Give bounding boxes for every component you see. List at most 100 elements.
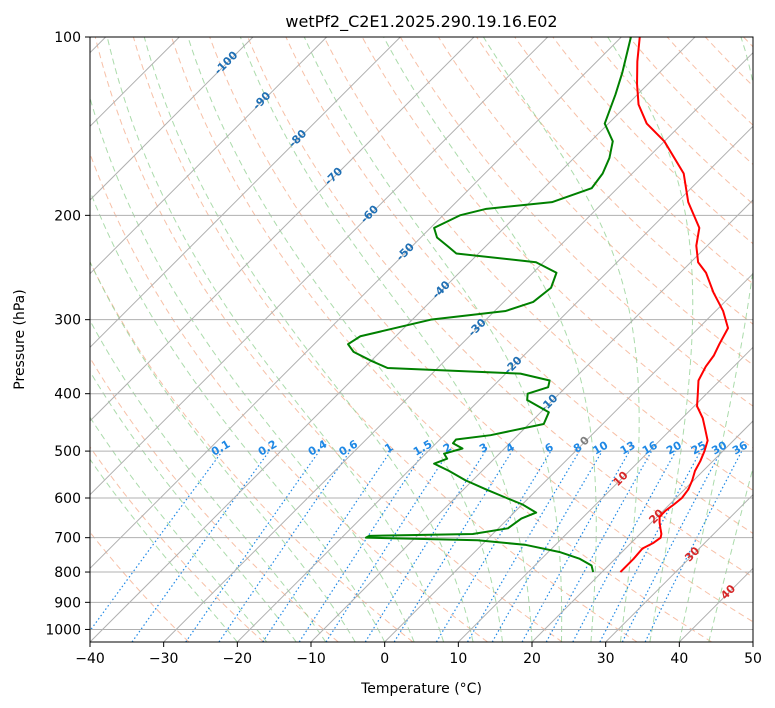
mixing-ratio-line [364, 450, 486, 642]
isotherm-label: -70 [322, 165, 345, 188]
dry-adiabat-line [285, 37, 753, 535]
dry-adiabat-line [90, 531, 190, 642]
isotherm-line [310, 199, 753, 642]
dry-adiabat-line [94, 37, 563, 642]
x-tick-label: 10 [449, 651, 467, 667]
mixing-ratio-line [393, 450, 513, 642]
isotherm-line [90, 37, 622, 570]
dry-adiabat-line [704, 37, 753, 87]
y-tick-label: 100 [54, 30, 81, 46]
mixing-ratio-line [298, 450, 425, 642]
moist-adiabat-line [106, 37, 445, 642]
mixing-ratio-label: 16 [640, 438, 660, 457]
moist-adiabat-line [90, 189, 386, 642]
isotherm-label: -60 [358, 202, 381, 225]
dry-adiabat-line [590, 37, 753, 205]
mixing-ratio-label: 0.2 [256, 438, 279, 459]
isotherm-label: -80 [286, 127, 309, 150]
isotherm-label: 40 [718, 582, 738, 602]
isotherm-line [90, 37, 696, 642]
mixing-ratio-label: 13 [618, 439, 638, 458]
x-tick-label: −30 [149, 651, 179, 667]
y-tick-label: 600 [54, 491, 81, 507]
moist-adiabat-line [303, 37, 563, 642]
dry-adiabat-line [171, 37, 713, 642]
chart-title: wetPf2_C2E1.2025.290.19.16.E02 [285, 12, 557, 32]
mixing-ratio-label: 0.6 [337, 437, 361, 458]
y-axis-label: Pressure (hPa) [12, 289, 28, 389]
mixing-ratio-labels: 0.1 0.2 0.4 0.6 1 1.5 2 3 4 6 8 10 13 16 20 25 30 36 [209, 437, 750, 458]
moist-adiabat-line [90, 370, 297, 642]
mixing-ratio-label: 30 [709, 438, 729, 457]
mixing-ratio-label: 0.1 [209, 438, 232, 459]
y-tick-label: 900 [54, 595, 81, 611]
moist-adiabats [90, 37, 753, 642]
x-tick-label: 40 [670, 651, 688, 667]
isotherm-line [531, 420, 753, 642]
mixing-ratio-line [262, 450, 392, 642]
isotherm-line [90, 37, 475, 422]
x-tick-label: −20 [223, 651, 253, 667]
y-tick-label: 200 [54, 208, 81, 224]
y-tick-label: 400 [54, 387, 81, 403]
dry-adiabat-line [476, 37, 753, 325]
mixing-ratio-label: 6 [543, 440, 556, 455]
mixing-ratio-label: 4 [504, 440, 517, 455]
dry-adiabat-line [90, 356, 339, 642]
x-axis-label: Temperature (°C) [360, 681, 482, 697]
moist-adiabat-line [187, 37, 504, 642]
dry-adiabat-line [132, 37, 638, 642]
y-tick-label: 1000 [45, 622, 81, 638]
mixing-ratio-line [521, 450, 631, 642]
mixing-ratio-label: 10 [590, 438, 610, 457]
isotherm-line [90, 37, 549, 496]
isotherm-label: -40 [430, 278, 453, 301]
x-tick-label: −10 [296, 651, 326, 667]
moist-adiabat-line [143, 37, 474, 642]
dry-adiabat-line [209, 37, 753, 623]
x-axis: −40 −30 −20 −10 0 10 20 30 40 50 [75, 642, 762, 667]
moist-adiabat-line [607, 37, 694, 642]
isotherm-label: 10 [611, 469, 631, 489]
isotherm-line [605, 493, 753, 642]
mixing-ratio-line [325, 450, 450, 642]
moist-adiabat-line [90, 319, 327, 642]
y-tick-label: 500 [54, 444, 81, 460]
y-tick-label: 700 [54, 531, 81, 547]
dry-adiabats [90, 37, 753, 642]
mixing-ratio-line [218, 450, 351, 642]
mixing-ratio-line [466, 450, 580, 642]
moist-adiabat-line [90, 458, 238, 642]
mixing-ratio-line [644, 450, 743, 642]
isobar-gridlines [90, 37, 753, 630]
mixing-ratio-line [185, 450, 320, 642]
dry-adiabat-line [90, 446, 264, 642]
moist-adiabat-line [708, 466, 753, 642]
isotherm-line [90, 37, 328, 275]
isotherm-line [236, 125, 753, 642]
isotherm-line [90, 37, 254, 201]
dry-adiabat-line [552, 37, 753, 245]
mixing-ratio-lines [90, 450, 743, 642]
isotherm-label: 30 [682, 544, 702, 564]
isotherm-line [90, 37, 401, 349]
isotherm-label: -50 [394, 240, 417, 263]
isotherm-line [384, 272, 753, 642]
skewed-isotherm-gridlines [90, 37, 753, 642]
moist-adiabat-line [90, 260, 356, 642]
temperature-profile-line [619, 37, 730, 573]
isotherm-label: -90 [250, 89, 273, 112]
y-axis: 100 200 300 400 500 600 700 800 900 1000 [45, 30, 90, 638]
y-tick-label: 800 [54, 565, 81, 581]
dewpoint-profile-line [347, 37, 632, 573]
moist-adiabat-line [239, 37, 533, 642]
y-tick-label: 300 [54, 313, 81, 329]
mixing-ratio-line [545, 450, 653, 642]
sounding-profiles [347, 37, 730, 573]
moist-adiabat-line [90, 416, 268, 642]
mixing-ratio-line [131, 450, 270, 642]
x-tick-label: −40 [75, 651, 105, 667]
dry-adiabat-line [323, 37, 753, 491]
moist-adiabat-line [482, 37, 640, 642]
